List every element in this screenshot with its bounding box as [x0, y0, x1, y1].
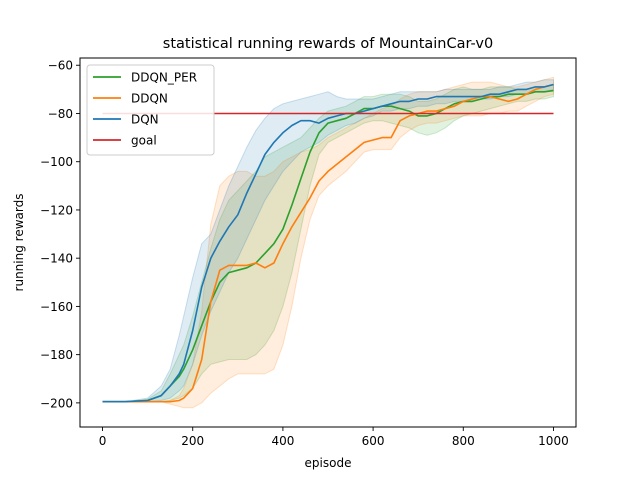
y-tick-label: −200 — [40, 396, 73, 410]
y-tick-label: −120 — [40, 203, 73, 217]
x-tick-label: 1000 — [538, 434, 569, 448]
plot-frame — [79, 57, 577, 428]
x-tick-label: 200 — [181, 434, 204, 448]
line-ddqn-per — [102, 89, 554, 403]
x-axis-label: episode — [305, 456, 352, 470]
band-ddqn — [102, 76, 554, 409]
legend-label-ddqn-per: DDQN_PER — [131, 71, 197, 85]
y-tick-label: −140 — [40, 252, 73, 266]
legend: DDQN_PER DDQN DQN goal — [86, 64, 215, 156]
y-tick-label: −100 — [40, 155, 73, 169]
legend-label-ddqn: DDQN — [131, 92, 168, 106]
x-tick-label: 400 — [271, 434, 294, 448]
y-tick-label: −160 — [40, 300, 73, 314]
band-ddqn-per — [102, 83, 554, 403]
y-axis-ticks: −200 −180 −160 −140 −120 −100 −80 −60 — [40, 59, 80, 410]
legend-label-dqn: DQN — [131, 113, 159, 127]
chart-title: statistical running rewards of MountainC… — [163, 36, 493, 52]
y-axis-label: running rewards — [12, 194, 26, 292]
y-tick-label: −80 — [48, 107, 73, 121]
x-tick-label: 600 — [362, 434, 385, 448]
legend-box — [86, 64, 215, 156]
x-tick-label: 0 — [99, 434, 107, 448]
x-axis-ticks: 0 200 400 600 800 1000 — [99, 427, 569, 448]
y-tick-label: −60 — [48, 59, 73, 73]
y-tick-label: −180 — [40, 348, 73, 362]
x-tick-label: 800 — [452, 434, 475, 448]
legend-label-goal: goal — [131, 134, 157, 148]
line-dqn — [102, 83, 554, 403]
